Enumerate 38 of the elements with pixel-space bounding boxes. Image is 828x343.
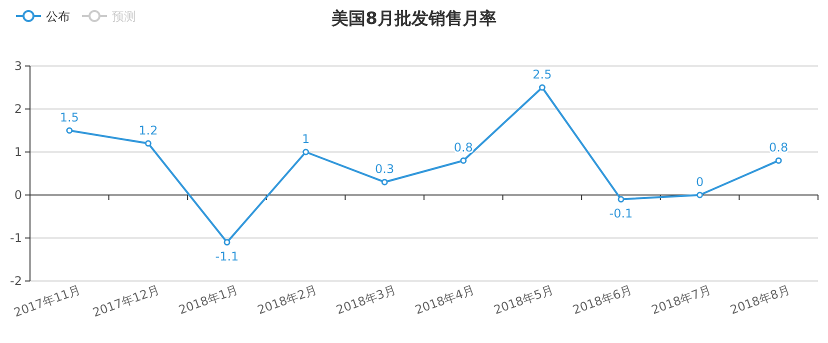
y-tick-label: 2 [14, 102, 22, 116]
point [696, 192, 704, 198]
x-tick-label: 2018年5月 [492, 282, 556, 318]
point [775, 157, 782, 164]
data-label: 2.5 [532, 68, 552, 82]
point [302, 148, 310, 156]
data-label: -1.1 [215, 249, 239, 264]
point [618, 196, 624, 203]
data-label: -0.1 [609, 206, 633, 220]
y-tick-label: 1 [14, 145, 22, 159]
point [144, 140, 152, 147]
data-label: 0.8 [769, 140, 788, 155]
x-tick-label: 2018年4月 [413, 282, 476, 318]
point [224, 239, 230, 246]
x-tick-label: 2018年7月 [650, 282, 713, 318]
point [66, 127, 73, 134]
data-label: 0 [696, 175, 704, 189]
x-tick-label: 2018年2月 [256, 282, 319, 318]
data-label: 0.3 [375, 162, 394, 176]
data-label: 1.5 [60, 110, 79, 124]
公布: 1.5 1.2 -1.1 1 0.3 0.8 2.5 -0.1 0 0.8 [60, 68, 788, 264]
chart-title: 美国8月批发销售月率 [330, 9, 496, 29]
y-tick-label: 3 [14, 59, 22, 73]
x-tick-label: 2018年3月 [334, 282, 398, 318]
y-tick-label: -1 [10, 231, 22, 245]
data-label: 1 [302, 132, 310, 146]
y-tick-label: -2 [10, 274, 22, 288]
x-tick-label: 2018年1月 [176, 282, 240, 318]
point [460, 157, 467, 164]
x-tick-label: 2017年12月 [90, 282, 162, 320]
y-tick-label: 0 [14, 188, 22, 202]
x-tick-label: 2018年8月 [728, 282, 792, 318]
point [381, 178, 388, 186]
data-label: 0.8 [454, 140, 473, 155]
legend-label: 公布 [46, 10, 70, 24]
data-label: 1.2 [138, 123, 158, 138]
x-tick-label: 2018年6月 [570, 282, 634, 318]
point [538, 84, 546, 91]
